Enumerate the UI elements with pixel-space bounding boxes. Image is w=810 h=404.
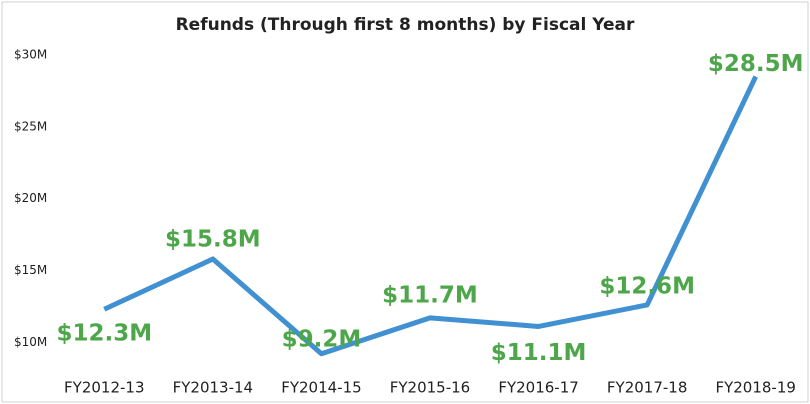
line	[103, 75, 758, 357]
y-tick-label: $15M	[14, 263, 47, 277]
x-tick-label: FY2014-15	[281, 379, 361, 397]
data-label: $11.7M	[382, 282, 478, 308]
data-label: $9.2M	[282, 326, 362, 352]
data-label: $11.1M	[491, 340, 587, 366]
x-tick-label: FY2015-16	[390, 379, 470, 397]
chart-title: Refunds (Through first 8 months) by Fisc…	[176, 15, 635, 35]
y-tick-label: $25M	[14, 119, 47, 133]
x-tick-label: FY2018-19	[715, 379, 795, 397]
y-tick-label: $20M	[14, 191, 47, 205]
y-tick-label: $30M	[14, 48, 47, 62]
data-label: $12.3M	[56, 321, 152, 347]
data-label: $15.8M	[165, 226, 261, 252]
data-label: $12.6M	[599, 273, 695, 299]
data-label: $28.5M	[708, 51, 804, 77]
x-tick-label: FY2016-17	[498, 379, 578, 397]
x-tick-label: FY2013-14	[173, 379, 253, 397]
y-tick-label: $10M	[14, 335, 47, 349]
x-tick-label: FY2017-18	[607, 379, 687, 397]
x-tick-label: FY2012-13	[64, 379, 144, 397]
